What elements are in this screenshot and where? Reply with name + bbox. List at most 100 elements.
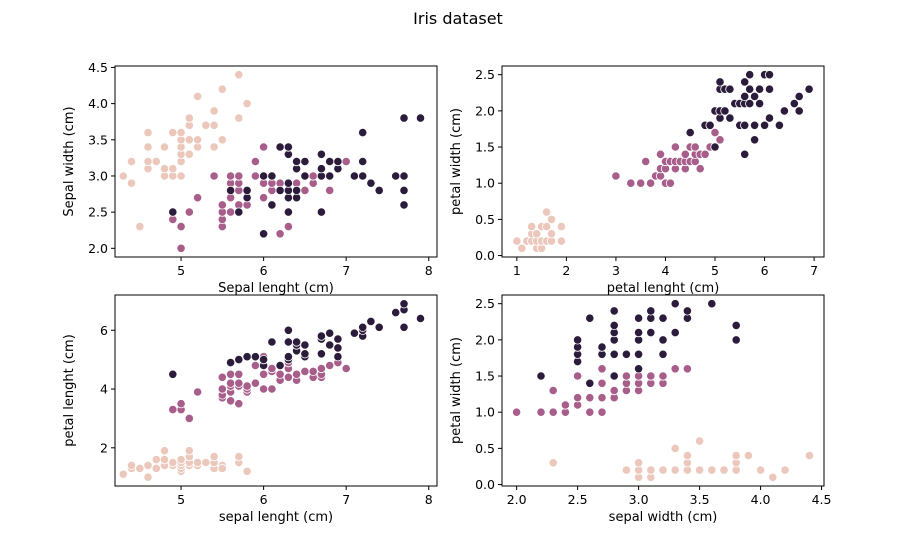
- data-point-virginica: [399, 171, 409, 181]
- data-point-virginica: [670, 299, 680, 309]
- data-point-virginica: [267, 200, 277, 210]
- data-point-versicolor: [234, 378, 244, 388]
- data-point-virginica: [250, 352, 260, 362]
- data-point-virginica: [609, 306, 619, 316]
- data-point-versicolor: [226, 207, 236, 217]
- data-point-virginica: [316, 164, 326, 174]
- data-point-versicolor: [680, 149, 690, 159]
- data-point-versicolor: [226, 378, 236, 388]
- y-tick-label: 1.0: [475, 405, 495, 420]
- data-point-virginica: [291, 185, 302, 195]
- data-point-setosa: [143, 142, 153, 152]
- data-point-versicolor: [209, 171, 219, 181]
- data-point-versicolor: [341, 156, 351, 167]
- data-point-versicolor: [176, 222, 186, 232]
- data-point-versicolor: [184, 413, 194, 423]
- subplot-3: 5 6 7 8 2 4 6 sepal lenght (cm) petal lenght (cm…: [62, 294, 438, 525]
- data-point-virginica: [646, 306, 656, 316]
- data-point-setosa: [168, 457, 178, 468]
- data-point-setosa: [670, 443, 680, 453]
- data-point-versicolor: [641, 156, 651, 167]
- data-point-versicolor: [597, 364, 607, 374]
- data-point-virginica: [415, 313, 426, 324]
- data-point-setosa: [176, 128, 186, 138]
- data-point-versicolor: [670, 364, 680, 374]
- data-point-versicolor: [250, 171, 260, 181]
- scatter-points: [118, 299, 426, 482]
- data-point-setosa: [658, 465, 668, 475]
- scatter-points: [512, 70, 814, 253]
- data-point-versicolor: [234, 171, 244, 181]
- data-point-virginica: [745, 99, 755, 109]
- data-point-virginica: [682, 306, 693, 316]
- data-point-virginica: [316, 207, 326, 217]
- data-point-virginica: [609, 320, 619, 330]
- data-point-setosa: [532, 229, 542, 239]
- data-point-virginica: [258, 229, 269, 239]
- data-point-virginica: [358, 322, 368, 332]
- data-point-versicolor: [226, 171, 236, 181]
- data-point-virginica: [658, 349, 668, 359]
- data-point-setosa: [242, 99, 252, 109]
- y-axis-label: petal width (cm): [449, 108, 464, 215]
- data-point-setosa: [556, 236, 567, 246]
- data-point-virginica: [391, 171, 401, 181]
- y-axis-label: Sepal width (cm): [62, 106, 77, 216]
- data-point-versicolor: [242, 381, 252, 391]
- data-point-virginica: [536, 371, 546, 381]
- data-point-virginica: [226, 357, 236, 368]
- data-point-virginica: [585, 313, 595, 323]
- data-point-virginica: [399, 113, 409, 123]
- data-point-setosa: [234, 451, 244, 462]
- data-point-virginica: [764, 70, 775, 80]
- data-point-virginica: [707, 299, 717, 309]
- data-point-virginica: [705, 120, 715, 130]
- data-point-versicolor: [226, 369, 236, 379]
- data-point-versicolor: [645, 178, 656, 188]
- data-point-setosa: [151, 454, 161, 465]
- data-point-setosa: [143, 128, 153, 138]
- data-point-virginica: [333, 352, 343, 362]
- data-point-setosa: [548, 458, 558, 468]
- data-point-virginica: [731, 335, 741, 345]
- data-point-virginica: [300, 340, 310, 350]
- data-point-setosa: [512, 236, 522, 246]
- y-axis-label: petal lenght (cm): [62, 334, 77, 447]
- x-axis-label: sepal lenght (cm): [219, 510, 333, 525]
- data-point-virginica: [374, 322, 384, 332]
- data-point-setosa: [242, 466, 252, 476]
- subplot-4: 2.0 2.5 3.0 3.5 4.0 4.5 0.0 0.5 1.0 1.5 2.0 2.5 sepa…: [449, 294, 832, 525]
- data-point-versicolor: [300, 366, 310, 376]
- data-point-setosa: [143, 460, 153, 470]
- data-point-virginica: [740, 149, 750, 159]
- x-tick-label: 2.5: [568, 492, 588, 507]
- data-point-versicolor: [611, 171, 621, 181]
- x-tick-label: 5: [711, 263, 719, 278]
- subplot-2: 1 2 3 4 5 6 7 0.0 0.5 1.0 1.5 2.0 2.5 petal lenght (c…: [449, 65, 825, 296]
- y-tick-label: 1.5: [475, 369, 495, 384]
- data-point-setosa: [621, 465, 632, 475]
- data-point-virginica: [415, 113, 426, 123]
- subplot-grid: 5 6 7 8 2.0 2.5 3.0 3.5 4.0 4.5 Sepal lenght (cm) S…: [62, 60, 832, 525]
- data-point-virginica: [168, 369, 178, 379]
- data-point-virginica: [283, 142, 293, 152]
- y-tick-label: 2: [100, 440, 108, 455]
- x-axis-label: Sepal lenght (cm): [218, 281, 334, 296]
- data-point-versicolor: [275, 229, 285, 239]
- data-point-virginica: [391, 307, 401, 318]
- data-point-virginica: [633, 349, 644, 359]
- data-point-setosa: [234, 70, 244, 80]
- data-point-virginica: [291, 156, 302, 167]
- data-point-virginica: [399, 299, 409, 309]
- data-point-versicolor: [690, 142, 700, 152]
- data-point-setosa: [527, 222, 537, 232]
- data-point-versicolor: [572, 371, 583, 381]
- data-point-setosa: [143, 156, 153, 167]
- y-tick-label: 1.5: [475, 140, 495, 155]
- data-point-versicolor: [258, 369, 269, 379]
- data-point-versicolor: [226, 396, 236, 406]
- data-point-versicolor: [308, 171, 318, 181]
- figure-title: Iris dataset: [413, 9, 503, 28]
- data-point-virginica: [358, 156, 368, 167]
- data-point-virginica: [740, 91, 750, 102]
